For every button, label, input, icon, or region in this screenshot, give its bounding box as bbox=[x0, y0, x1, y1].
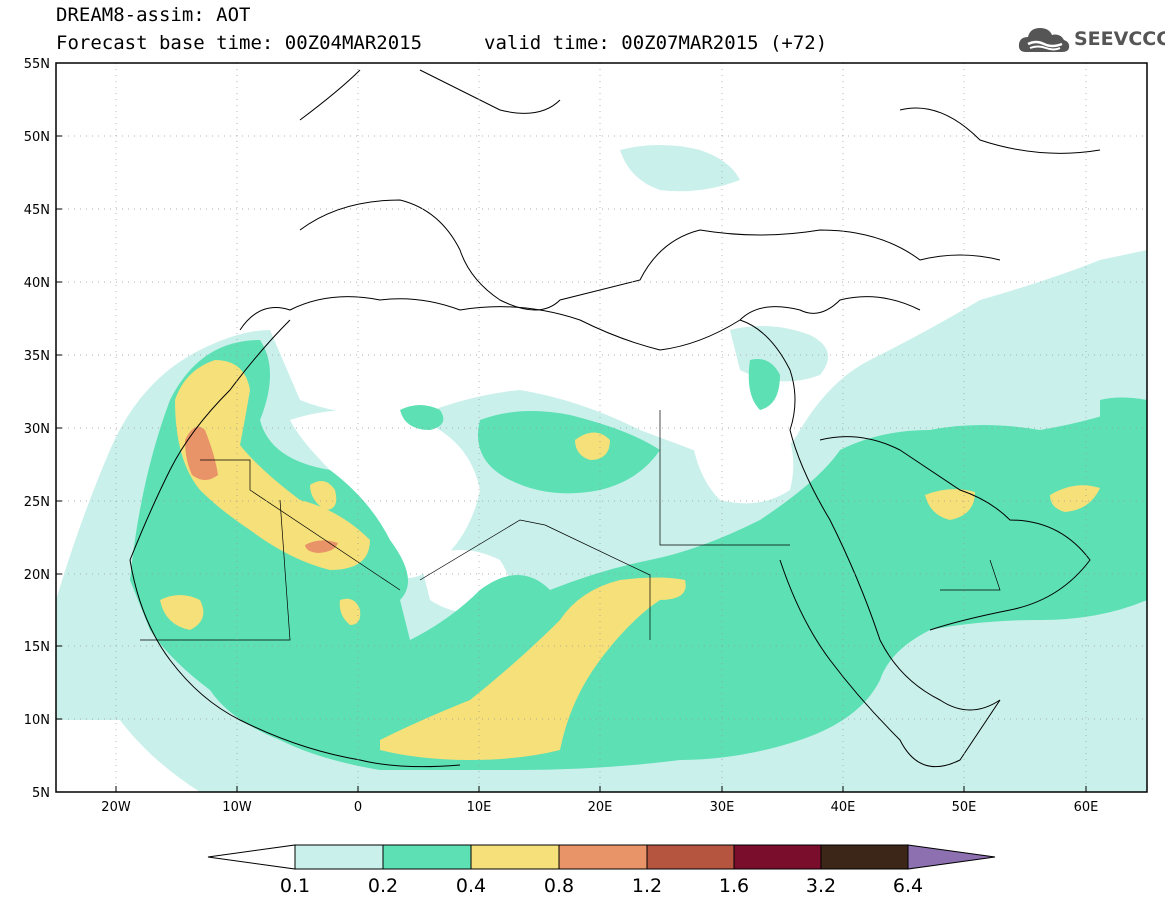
valid-time: valid time: 00Z07MAR2015 (+72) bbox=[484, 32, 828, 54]
axis-ticks bbox=[56, 62, 1087, 792]
country-borders bbox=[140, 410, 1001, 641]
colorbar-label: 3.2 bbox=[806, 875, 836, 897]
lat-label: 25N bbox=[24, 495, 50, 510]
lat-label: 5N bbox=[32, 786, 50, 801]
lon-label: 60E bbox=[1074, 800, 1099, 815]
lat-label: 35N bbox=[24, 349, 50, 364]
colorbar-label: 0.4 bbox=[456, 875, 486, 897]
map-title: DREAM8-assim: AOT bbox=[56, 4, 251, 26]
aot-gap-regions bbox=[56, 406, 794, 792]
colorbar-left-arrow bbox=[207, 844, 296, 870]
colorbar-label: 0.8 bbox=[544, 875, 574, 897]
colorbar-segment bbox=[733, 844, 822, 870]
lon-label: 30E bbox=[710, 800, 735, 815]
colorbar-label: 1.6 bbox=[719, 875, 749, 897]
colorbar-segment bbox=[294, 844, 384, 870]
lat-label: 20N bbox=[24, 568, 50, 583]
lat-label: 15N bbox=[24, 640, 50, 655]
lon-label: 10W bbox=[222, 800, 252, 815]
colorbar-segment bbox=[646, 844, 735, 870]
aot-level-0.1 bbox=[56, 145, 1147, 792]
aot-level-0.2 bbox=[130, 340, 1147, 770]
cloud-logo-icon bbox=[1018, 28, 1070, 52]
map-frame bbox=[55, 62, 1148, 793]
logo-text: SEEVCCC bbox=[1074, 28, 1165, 50]
lon-label: 40E bbox=[831, 800, 856, 815]
coastlines bbox=[129, 69, 1101, 768]
seevccc-logo: SEEVCCC bbox=[1016, 22, 1165, 56]
map-gridlines bbox=[56, 63, 1147, 792]
lat-label: 10N bbox=[24, 713, 50, 728]
colorbar-label: 1.2 bbox=[632, 875, 662, 897]
colorbar-segment bbox=[820, 844, 909, 870]
aot-level-0.4 bbox=[160, 360, 1100, 760]
aot-level-0.8 bbox=[185, 426, 338, 553]
colorbar-label: 0.2 bbox=[368, 875, 398, 897]
lon-label: 0 bbox=[354, 800, 362, 815]
lon-label: 20W bbox=[101, 800, 131, 815]
colorbar-segment bbox=[470, 844, 560, 870]
lat-label: 45N bbox=[24, 203, 50, 218]
lon-label: 10E bbox=[467, 800, 492, 815]
lon-label: 20E bbox=[588, 800, 613, 815]
colorbar-label: 6.4 bbox=[893, 875, 923, 897]
colorbar-right-arrow bbox=[907, 844, 996, 870]
lat-label: 55N bbox=[24, 57, 50, 72]
colorbar-segment bbox=[382, 844, 472, 870]
forecast-base-time: Forecast base time: 00Z04MAR2015 bbox=[56, 32, 423, 54]
colorbar bbox=[207, 844, 996, 870]
colorbar-label: 0.1 bbox=[280, 875, 310, 897]
lat-label: 50N bbox=[24, 130, 50, 145]
lat-label: 40N bbox=[24, 276, 50, 291]
colorbar-segment bbox=[558, 844, 648, 870]
lat-label: 30N bbox=[24, 422, 50, 437]
lon-label: 50E bbox=[952, 800, 977, 815]
